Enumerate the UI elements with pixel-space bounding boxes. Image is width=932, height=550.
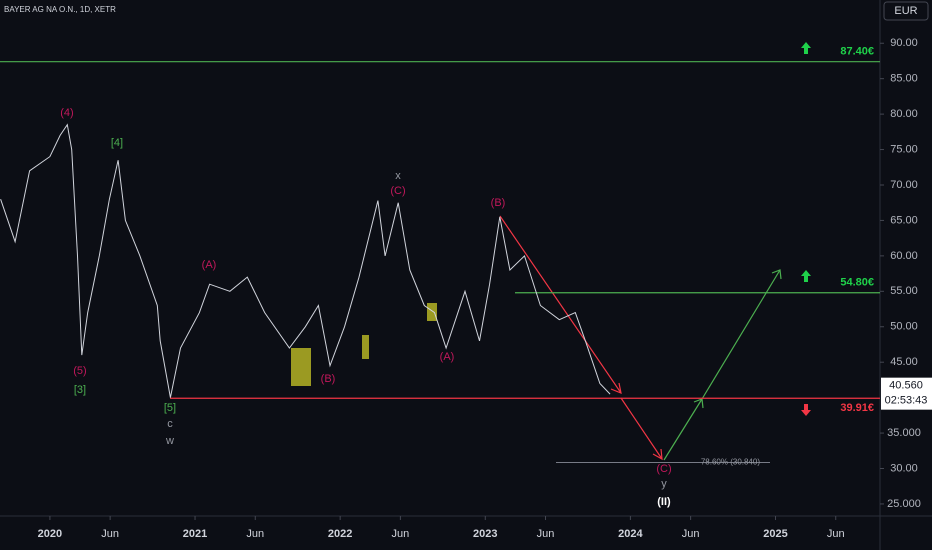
x-tick-label: 2021 — [183, 528, 207, 540]
wave-label: (4) — [60, 107, 73, 119]
y-tick-label: 35.000 — [887, 427, 921, 439]
wave-label: (A) — [440, 351, 455, 363]
price-level-label: 39.91€ — [840, 402, 874, 414]
x-tick-label: Jun — [392, 528, 410, 540]
x-tick-label: Jun — [682, 528, 700, 540]
wave-label: (B) — [491, 197, 506, 209]
y-tick-label: 55.00 — [890, 285, 918, 297]
y-tick-label: 65.00 — [890, 214, 918, 226]
y-tick-label: 30.00 — [890, 462, 918, 474]
price-line — [0, 123, 611, 398]
price-level-label: 54.80€ — [840, 277, 874, 289]
x-tick-label: 2023 — [473, 528, 497, 540]
wave-label: (A) — [202, 259, 217, 271]
last-price: 40.560 — [889, 380, 923, 392]
wave-label: (B) — [321, 373, 336, 385]
wave-label: c — [167, 418, 173, 430]
x-tick-label: Jun — [246, 528, 264, 540]
wave-label: [3] — [74, 384, 86, 396]
x-tick-label: Jun — [537, 528, 555, 540]
wave-label: w — [165, 435, 174, 447]
zone — [291, 348, 311, 386]
projection-up — [663, 269, 782, 461]
wave-label: [5] — [164, 402, 176, 414]
y-tick-label: 85.00 — [890, 73, 918, 85]
level-arrows — [801, 42, 811, 416]
wave-label: (5) — [73, 365, 86, 377]
zone — [427, 303, 437, 321]
wave-label: (C) — [656, 463, 671, 475]
countdown: 02:53:43 — [885, 395, 928, 407]
zone — [362, 335, 369, 359]
wave-label: x — [395, 170, 401, 182]
x-tick-label: 2024 — [618, 528, 643, 540]
y-tick-label: 25.000 — [887, 498, 921, 510]
currency-box[interactable] — [883, 1, 929, 21]
chart-title: BAYER AG NA O.N., 1D, XETR — [4, 5, 116, 14]
wave-label: [4] — [111, 137, 123, 149]
y-tick-label: 75.00 — [890, 143, 918, 155]
wave-label: (II) — [657, 496, 671, 508]
x-tick-label: 2022 — [328, 528, 352, 540]
wave-label: (C) — [390, 185, 405, 197]
price-level-label: 87.40€ — [840, 46, 874, 58]
x-tick-label: 2025 — [763, 528, 787, 540]
x-tick-label: 2020 — [38, 528, 62, 540]
y-tick-label: 80.00 — [890, 108, 918, 120]
y-tick-label: 60.00 — [890, 250, 918, 262]
projection-down — [499, 215, 663, 461]
y-tick-label: 90.00 — [890, 37, 918, 49]
y-tick-label: 70.00 — [890, 179, 918, 191]
x-tick-label: Jun — [827, 528, 845, 540]
y-tick-label: 45.00 — [890, 356, 918, 368]
y-tick-label: 50.00 — [890, 321, 918, 333]
x-tick-label: Jun — [101, 528, 119, 540]
wave-label: y — [661, 478, 667, 490]
last-price-box — [881, 377, 932, 410]
currency[interactable]: EUR — [894, 5, 917, 17]
fib-label: 78.60% (30.840) — [701, 458, 760, 467]
